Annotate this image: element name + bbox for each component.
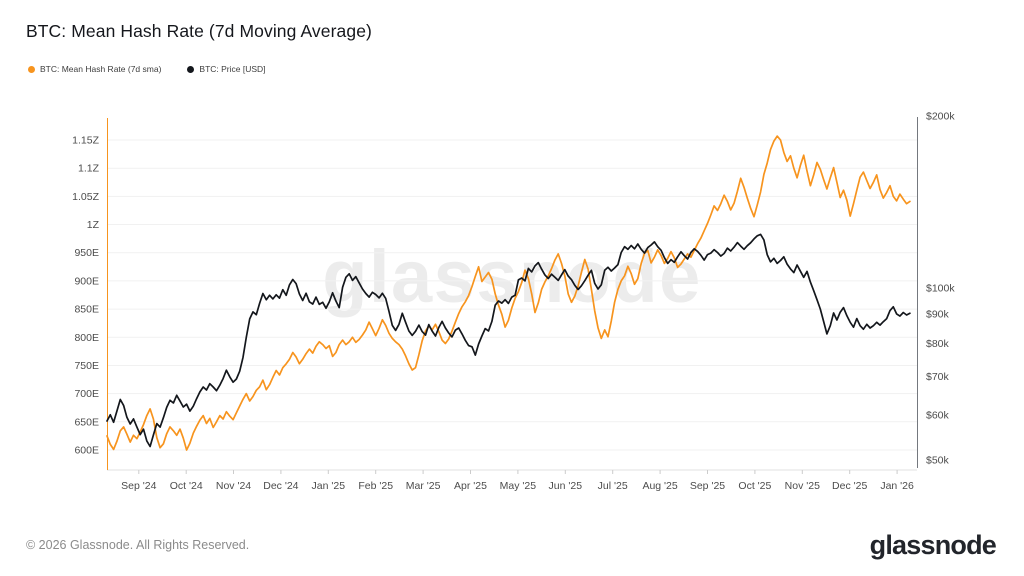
y-axis-right-tick-label: $90k [926,309,950,321]
price-series-line[interactable] [106,233,911,448]
x-axis-tick-label: Nov '25 [785,480,820,492]
y-axis-right-tick-label: $200k [926,111,955,123]
glassnode-logo: glassnode [869,530,997,560]
y-axis-left-tick-label: 1.1Z [78,163,100,175]
y-axis-left-tick-label: 1Z [87,219,100,231]
y-axis-left-tick-label: 1.15Z [72,135,99,147]
legend-item-hashrate[interactable]: BTC: Mean Hash Rate (7d sma) [28,64,161,74]
y-axis-right-tick-label: $70k [926,371,950,383]
y-axis-left-tick-label: 600E [74,445,99,457]
y-axis-left-tick-label: 800E [74,332,99,344]
y-axis-left-tick-label: 650E [74,416,99,428]
y-axis-right-tick-label: $50k [926,455,950,467]
x-axis-tick-label: Oct '25 [738,480,771,492]
x-axis-tick-label: Sep '24 [121,480,156,492]
legend: BTC: Mean Hash Rate (7d sma) BTC: Price … [28,64,292,74]
x-axis-tick-label: Dec '25 [832,480,867,492]
hashrate-series-swatch-icon [28,65,35,73]
y-axis-right-tick-label: $60k [926,409,950,421]
glassnode-watermark: glassnode [322,235,702,318]
y-axis-left-tick-label: 750E [74,360,99,372]
y-axis-left-tick-label: 1.05Z [72,191,99,203]
legend-item-label: BTC: Mean Hash Rate (7d sma) [40,64,162,74]
x-axis-tick-label: May '25 [500,480,537,492]
x-axis-tick-label: Oct '24 [170,480,203,492]
x-axis-tick-label: Nov '24 [216,480,251,492]
x-axis-tick-label: Dec '24 [263,480,298,492]
x-axis-tick-label: Jan '25 [312,480,346,492]
copyright-text: © 2026 Glassnode. All Rights Reserved. [26,538,250,552]
y-axis-right-tick-label: $80k [926,338,950,350]
x-axis-tick-label: Jul '25 [598,480,628,492]
y-axis-left-tick-label: 850E [74,304,99,316]
x-axis-tick-label: Jan '26 [880,480,914,492]
x-axis-tick-label: Jun '25 [549,480,583,492]
x-axis-tick-label: Aug '25 [642,480,677,492]
y-axis-left-tick-label: 900E [74,275,99,287]
legend-item-label: BTC: Price [USD] [199,64,266,74]
x-axis-tick-label: Mar '25 [406,480,441,492]
x-axis-tick-label: Apr '25 [454,480,487,492]
x-axis-tick-label: Feb '25 [358,480,393,492]
y-axis-right-tick-label: $100k [926,283,955,295]
x-axis-tick-label: Sep '25 [690,480,725,492]
page-title: BTC: Mean Hash Rate (7d Moving Average) [26,21,372,41]
y-axis-left-tick-label: 950E [74,247,99,259]
hashrate-series-line[interactable] [106,135,911,451]
legend-item-price[interactable]: BTC: Price [USD] [187,64,266,74]
price-series-swatch-icon [187,65,195,73]
y-axis-left-tick-label: 700E [74,388,99,400]
